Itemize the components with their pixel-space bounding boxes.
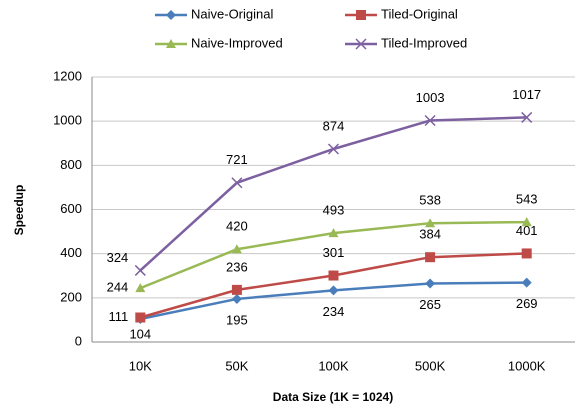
marker	[425, 278, 436, 289]
x-tick-label: 1000K	[508, 358, 546, 373]
y-tick-label: 200	[60, 289, 82, 304]
marker	[521, 277, 532, 288]
data-label: 1017	[512, 87, 541, 102]
data-label: 721	[226, 152, 248, 167]
legend-label: Naive-Original	[191, 6, 273, 21]
data-label: 401	[516, 223, 538, 238]
marker	[328, 270, 339, 281]
x-tick-label: 100K	[318, 358, 349, 373]
marker	[231, 293, 242, 304]
y-tick-label: 800	[60, 157, 82, 172]
data-label: 543	[516, 192, 538, 207]
marker	[328, 285, 339, 296]
marker	[521, 248, 532, 259]
marker	[328, 228, 339, 238]
marker	[134, 264, 146, 276]
data-label: 236	[226, 259, 248, 274]
y-tick-label: 400	[60, 245, 82, 260]
x-tick-label: 50K	[225, 358, 248, 373]
data-label: 195	[226, 312, 248, 327]
marker	[166, 10, 176, 20]
data-label: 324	[107, 250, 129, 265]
data-label: 384	[419, 227, 441, 242]
x-tick-label: 500K	[415, 358, 446, 373]
y-tick-label: 600	[60, 201, 82, 216]
data-label: 420	[226, 219, 248, 234]
data-label: 538	[419, 193, 441, 208]
data-label: 265	[419, 297, 441, 312]
marker	[135, 283, 146, 293]
y-tick-label: 1000	[53, 113, 82, 128]
marker	[231, 177, 243, 189]
y-tick-label: 0	[75, 333, 82, 348]
marker	[327, 143, 340, 155]
marker	[425, 252, 436, 263]
marker	[231, 244, 242, 254]
data-label: 874	[323, 118, 345, 133]
marker	[356, 10, 366, 20]
marker	[521, 217, 532, 227]
marker	[231, 284, 242, 295]
legend-label: Tiled-Improved	[381, 35, 467, 50]
data-label: 1003	[416, 90, 445, 105]
data-label: 269	[516, 296, 538, 311]
marker	[135, 312, 146, 323]
y-axis-title: Speedup	[12, 185, 26, 236]
data-label: 244	[107, 280, 129, 295]
legend-label: Naive-Improved	[191, 35, 283, 50]
data-label: 111	[109, 309, 129, 324]
data-label: 234	[323, 304, 345, 319]
marker	[355, 38, 367, 50]
y-tick-label: 1200	[53, 68, 82, 83]
x-tick-label: 10K	[129, 358, 152, 373]
marker	[425, 218, 436, 228]
legend-label: Tiled-Original	[381, 6, 458, 21]
data-label: 301	[323, 245, 345, 260]
data-label: 104	[129, 326, 151, 341]
marker	[424, 114, 436, 127]
marker	[166, 39, 176, 48]
data-label: 493	[323, 203, 345, 218]
x-axis-title: Data Size (1K = 1024)	[273, 390, 393, 404]
marker	[521, 111, 533, 123]
